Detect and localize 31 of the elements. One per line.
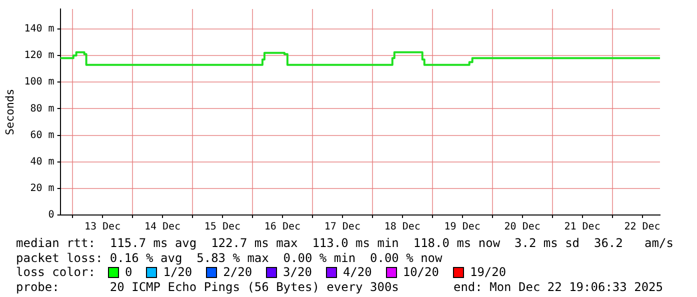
text: median rtt: 115.7 ms avg 122.7 ms max 113.0 ms min 118.0 ms now 3.2 ms sd 36.2 am/s [16,236,674,250]
y-tick-label: 20 m [30,183,54,194]
x-tick-label: 22 Dec [624,222,660,233]
x-tick-label: 14 Dec [144,222,181,233]
text: 0 [125,265,132,280]
text: 3/20 [283,265,312,280]
y-tick-label: 100 m [24,76,54,88]
text: 10/20 [402,265,439,280]
y-tick-label: 80 m [30,103,54,114]
x-tick-label: 13 Dec [84,222,121,233]
x-tick-label: 21 Dec [564,222,600,233]
x-tick-label: 17 Dec [324,222,360,233]
x-tick-label: 18 Dec [384,222,420,233]
text: packet loss: 0.16 % avg 5.83 % max 0.00 % min 0.00 % now [16,250,444,265]
text: 4/20 [342,265,372,280]
text: loss color: [16,265,96,280]
text: 2/20 [223,265,252,280]
x-tick-label: 16 Dec [264,222,301,233]
y-tick-label: 40 m [30,156,54,168]
y-tick-label: 0 [48,210,54,221]
x-tick-label: 15 Dec [204,222,241,233]
y-tick-label: 60 m [30,130,54,141]
y-tick-label: 120 m [24,50,54,62]
text: 19/20 [470,265,506,280]
x-tick-label: 19 Dec [444,222,480,233]
text: probe: 20 ICMP Echo Pings (56 Bytes) every 300s [16,280,399,294]
text: end: Mon Dec 22 19:06:33 2025 [453,280,663,294]
text: 1/20 [163,265,192,280]
y-axis-title: Seconds [3,88,16,136]
y-tick-label: 140 m [24,24,54,35]
x-tick-label: 20 Dec [504,222,540,233]
